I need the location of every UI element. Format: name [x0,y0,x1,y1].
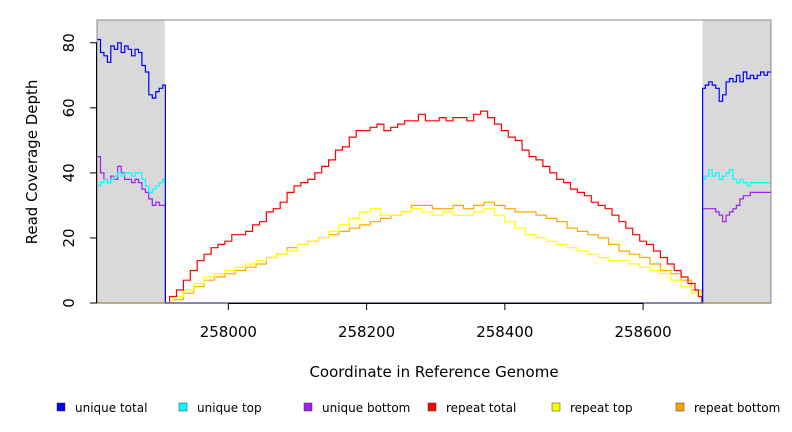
shaded-regions [97,20,771,303]
legend-label: unique top [197,401,262,415]
legend-swatch [551,402,561,412]
legend-swatch [675,402,685,412]
legend-label: repeat total [446,401,516,415]
legend-label: repeat bottom [694,401,780,415]
x-tick-label: 258400 [476,323,533,341]
x-axis: 258000 258200 258400 258600 [200,303,672,341]
legend-swatch [178,402,188,412]
legend-swatch [56,402,66,412]
legend: unique total unique top unique bottom repea… [56,401,780,415]
series-unique-bottom [97,156,771,304]
legend-swatch [427,402,437,412]
plot-area [97,20,771,303]
y-tick-label: 80 [60,33,78,52]
series-repeat-total [164,110,703,304]
y-tick-label: 40 [60,163,78,182]
legend-swatch [303,402,313,412]
legend-label: repeat top [570,401,633,415]
y-tick-label: 60 [60,98,78,117]
shaded-region-1 [97,20,165,303]
y-tick-label: 20 [60,228,78,247]
plot-background [97,20,771,303]
y-axis: 0 20 40 60 80 [60,33,97,308]
y-tick-label: 0 [60,298,78,308]
shaded-region-2 [702,20,771,303]
legend-label: unique bottom [322,401,410,415]
series-repeat-bottom [164,201,703,304]
x-tick-label: 258200 [338,323,395,341]
x-tick-label: 258600 [614,323,671,341]
legend-label: unique total [75,401,147,415]
y-axis-title: Read Coverage Depth [23,80,41,245]
x-axis-title: Coordinate in Reference Genome [309,363,558,381]
series-repeat-top [164,208,703,304]
x-tick-label: 258000 [200,323,257,341]
